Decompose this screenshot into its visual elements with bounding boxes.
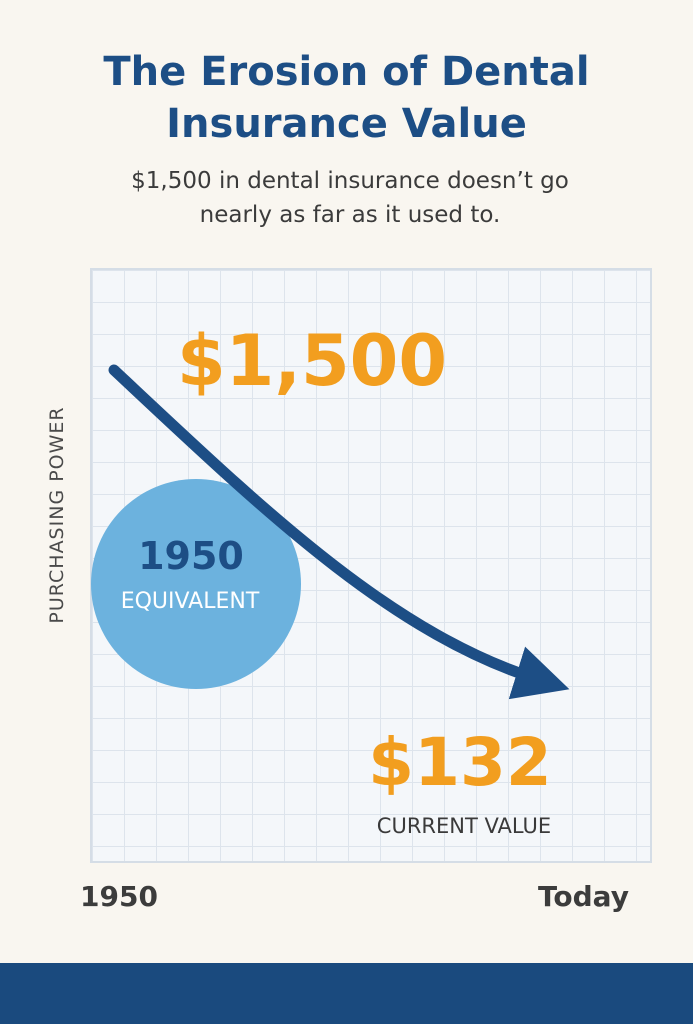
x-tick-1950: 1950 [80, 880, 158, 913]
plot-area: 1950 EQUIVALENT $1,500 $132 CURRENT VALU… [90, 268, 652, 863]
end-value-label: $132 [368, 724, 552, 801]
y-axis-label: PURCHASING POWER [46, 406, 68, 624]
series-line-purchasing-power [108, 364, 570, 700]
chart-subtitle: $1,500 in dental insurance doesn’t go ne… [131, 168, 569, 228]
x-tick-today: Today [538, 880, 629, 913]
chart-svg: 1950 EQUIVALENT $1,500 $132 CURRENT VALU… [91, 320, 570, 838]
bubble-equivalent-label: EQUIVALENT [121, 589, 260, 614]
bubble-year-label: 1950 [138, 534, 244, 578]
current-value-label: CURRENT VALUE [377, 814, 551, 838]
chart-title: The Erosion of Dental Insurance Value [103, 49, 590, 147]
equivalent-bubble [91, 479, 301, 689]
start-value-label: $1,500 [177, 320, 447, 402]
footer-bar [0, 963, 693, 1024]
